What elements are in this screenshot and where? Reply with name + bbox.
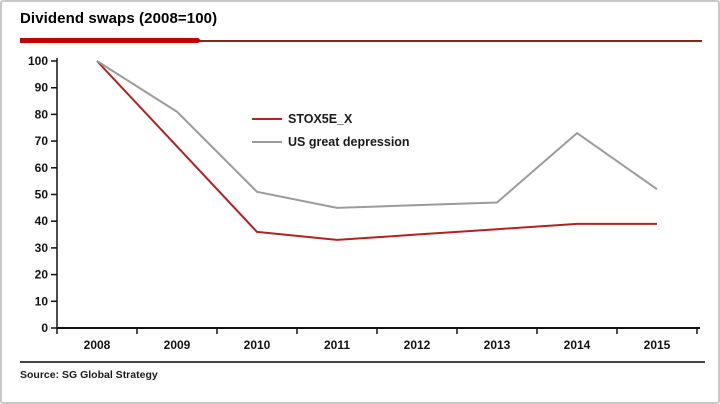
- x-tick-label: 2012: [404, 338, 431, 352]
- footer-separator: [20, 361, 705, 363]
- y-tick-label: 70: [35, 134, 49, 148]
- x-tick-label: 2011: [324, 338, 350, 352]
- title-underline-rule: [20, 40, 702, 42]
- legend-item-depression: US great depression: [252, 135, 410, 149]
- y-tick-label: 100: [28, 54, 48, 68]
- series-line-stox5e-x: [96, 60, 657, 241]
- x-tick-label: 2010: [244, 338, 271, 352]
- x-tick-label: 2014: [564, 338, 591, 352]
- x-tick-label: 2008: [84, 338, 111, 352]
- chart-title: Dividend swaps (2008=100): [20, 10, 218, 27]
- source-text: Source: SG Global Strategy: [20, 369, 158, 381]
- y-tick-label: 10: [35, 294, 49, 308]
- legend-label: US great depression: [288, 135, 410, 149]
- x-tick-label: 2013: [484, 338, 511, 352]
- x-tick-label: 2009: [164, 338, 191, 352]
- series-line-us-great-depression: [96, 60, 658, 209]
- y-tick-label: 40: [35, 214, 49, 228]
- y-tick-label: 30: [35, 241, 49, 255]
- legend-label: STOX5E_X: [288, 112, 353, 126]
- y-tick-label: 60: [35, 161, 49, 175]
- y-tick-label: 0: [41, 321, 48, 335]
- legend-line-gray: [252, 141, 282, 143]
- y-tick-label: 20: [35, 268, 49, 282]
- legend-item-stox5e: STOX5E_X: [252, 112, 352, 126]
- x-tick-label: 2015: [644, 338, 671, 352]
- y-tick-label: 90: [35, 81, 49, 95]
- y-tick-label: 50: [35, 188, 49, 202]
- y-tick-label: 80: [35, 107, 49, 121]
- legend-line-red: [252, 118, 282, 120]
- title-underline-accent: [20, 38, 200, 43]
